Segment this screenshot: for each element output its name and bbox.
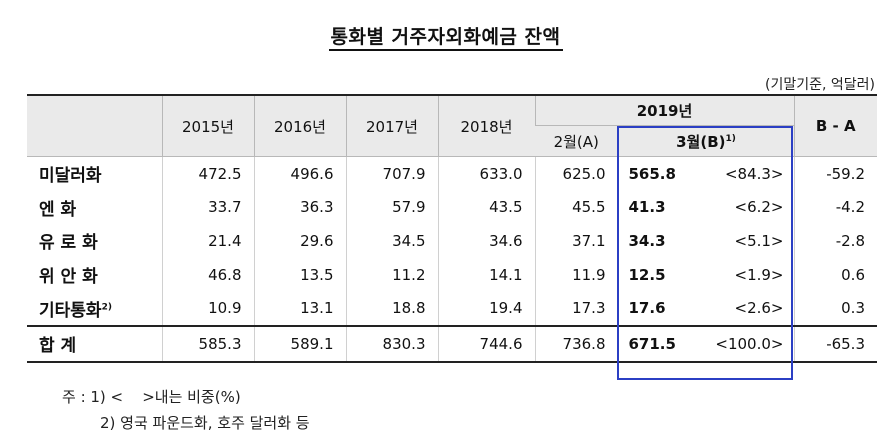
cell-v2015: 46.8 bbox=[161, 257, 254, 292]
row-label: 유 로 화 bbox=[39, 233, 98, 254]
mar-value: 12.5 bbox=[628, 265, 666, 284]
cell-v2016: 589.1 bbox=[253, 324, 346, 363]
cell-v2017: 34.5 bbox=[345, 224, 438, 258]
cell-v2016: 496.6 bbox=[253, 155, 346, 191]
mar-value: 41.3 bbox=[628, 198, 666, 217]
cell-v2016: 29.6 bbox=[253, 224, 346, 258]
mar-share: <1.9> bbox=[734, 265, 784, 284]
cell-diff: -65.3 bbox=[793, 324, 877, 363]
cell-mar: 12.5 <1.9> bbox=[617, 257, 794, 292]
cell-mar: 671.5 <100.0> bbox=[617, 324, 794, 363]
cell-v2018: 633.0 bbox=[437, 155, 535, 191]
header-2016: 2016년 bbox=[253, 94, 346, 157]
header-feb: 2월(A) bbox=[535, 125, 618, 157]
header-row-1: 2015년 2016년 2017년 2018년 2019년 B - A bbox=[27, 94, 877, 157]
cell-v2017: 18.8 bbox=[345, 291, 438, 326]
cell-v2015: 585.3 bbox=[161, 324, 254, 363]
cell-diff: -4.2 bbox=[793, 190, 877, 225]
cell-feb: 736.8 bbox=[534, 324, 618, 363]
currency-row: 유 로 화 21.4 29.6 34.5 34.6 37.1 34.3 <5.1> -2.8 bbox=[27, 224, 877, 258]
cell-diff: 0.3 bbox=[793, 291, 877, 326]
row-label: 위 안 화 bbox=[39, 267, 98, 288]
cell-mar: 17.6 <2.6> bbox=[617, 291, 794, 326]
cell-v2017: 830.3 bbox=[345, 324, 438, 363]
mar-value: 671.5 bbox=[628, 334, 676, 353]
cell-v2015: 33.7 bbox=[161, 190, 254, 225]
mar-share: <6.2> bbox=[734, 198, 784, 217]
cell-feb: 625.0 bbox=[534, 155, 618, 191]
cell-feb: 45.5 bbox=[534, 190, 618, 225]
mar-value: 34.3 bbox=[628, 231, 666, 250]
header-diff: B - A bbox=[793, 94, 877, 157]
currency-row: 엔 화 33.7 36.3 57.9 43.5 45.5 41.3 <6.2> -4.2 bbox=[27, 190, 877, 225]
currency-row: 위 안 화 46.8 13.5 11.2 14.1 11.9 12.5 <1.9> 0.6 bbox=[27, 257, 877, 292]
cell-v2016: 13.1 bbox=[253, 291, 346, 326]
note-2: 2) 영국 파운드화, 호주 달러화 등 bbox=[100, 414, 310, 432]
currency-row: 미달러화 472.5 496.6 707.9 633.0 625.0 565.8 <84.3>… bbox=[27, 155, 877, 191]
header-2015: 2015년 bbox=[161, 94, 254, 157]
currency-row: 기타통화2) 10.9 13.1 18.8 19.4 17.3 17.6 <2.6> 0.3 bbox=[27, 291, 877, 326]
cell-feb: 17.3 bbox=[534, 291, 618, 326]
header-mar: 3월(B)1) bbox=[617, 125, 794, 157]
cell-v2017: 11.2 bbox=[345, 257, 438, 292]
cell-v2016: 36.3 bbox=[253, 190, 346, 225]
cell-v2018: 14.1 bbox=[437, 257, 535, 292]
unit-note: (기말기준, 억달러) bbox=[765, 77, 875, 93]
total-row: 합 계 585.3 589.1 830.3 744.6 736.8 671.5 <100.0>… bbox=[27, 324, 877, 363]
cell-v2017: 57.9 bbox=[345, 190, 438, 225]
row-label: 미달러화 bbox=[27, 155, 162, 191]
mar-share: <2.6> bbox=[734, 299, 784, 318]
row-label: 합 계 bbox=[27, 324, 162, 363]
cell-feb: 37.1 bbox=[534, 224, 618, 258]
header-2018: 2018년 bbox=[437, 94, 535, 157]
cell-v2015: 472.5 bbox=[161, 155, 254, 191]
document-title: 통화별 거주자외화예금 잔액 bbox=[0, 22, 891, 51]
row-label: 기타통화2) bbox=[39, 300, 112, 321]
mar-value: 17.6 bbox=[628, 299, 666, 318]
cell-v2015: 10.9 bbox=[161, 291, 254, 326]
mar-value: 565.8 bbox=[628, 164, 676, 183]
mar-share: <100.0> bbox=[715, 334, 784, 353]
cell-mar: 34.3 <5.1> bbox=[617, 224, 794, 258]
deposit-table: 2015년 2016년 2017년 2018년 2019년 B - A 2월(A… bbox=[27, 94, 877, 363]
note-1: 주 : 1) < >내는 비중(%) bbox=[62, 388, 241, 406]
cell-v2018: 744.6 bbox=[437, 324, 535, 363]
cell-diff: -2.8 bbox=[793, 224, 877, 258]
cell-v2017: 707.9 bbox=[345, 155, 438, 191]
cell-v2015: 21.4 bbox=[161, 224, 254, 258]
cell-diff: 0.6 bbox=[793, 257, 877, 292]
header-2017: 2017년 bbox=[345, 94, 438, 157]
cell-v2018: 43.5 bbox=[437, 190, 535, 225]
header-2019: 2019년 bbox=[534, 94, 794, 126]
mar-share: <5.1> bbox=[734, 231, 784, 250]
header-blank bbox=[27, 94, 162, 157]
cell-v2018: 34.6 bbox=[437, 224, 535, 258]
cell-v2018: 19.4 bbox=[437, 291, 535, 326]
cell-diff: -59.2 bbox=[793, 155, 877, 191]
cell-mar: 565.8 <84.3> bbox=[617, 155, 794, 191]
cell-feb: 11.9 bbox=[534, 257, 618, 292]
mar-share: <84.3> bbox=[724, 164, 784, 183]
cell-v2016: 13.5 bbox=[253, 257, 346, 292]
cell-mar: 41.3 <6.2> bbox=[617, 190, 794, 225]
row-label: 엔 화 bbox=[39, 199, 77, 220]
